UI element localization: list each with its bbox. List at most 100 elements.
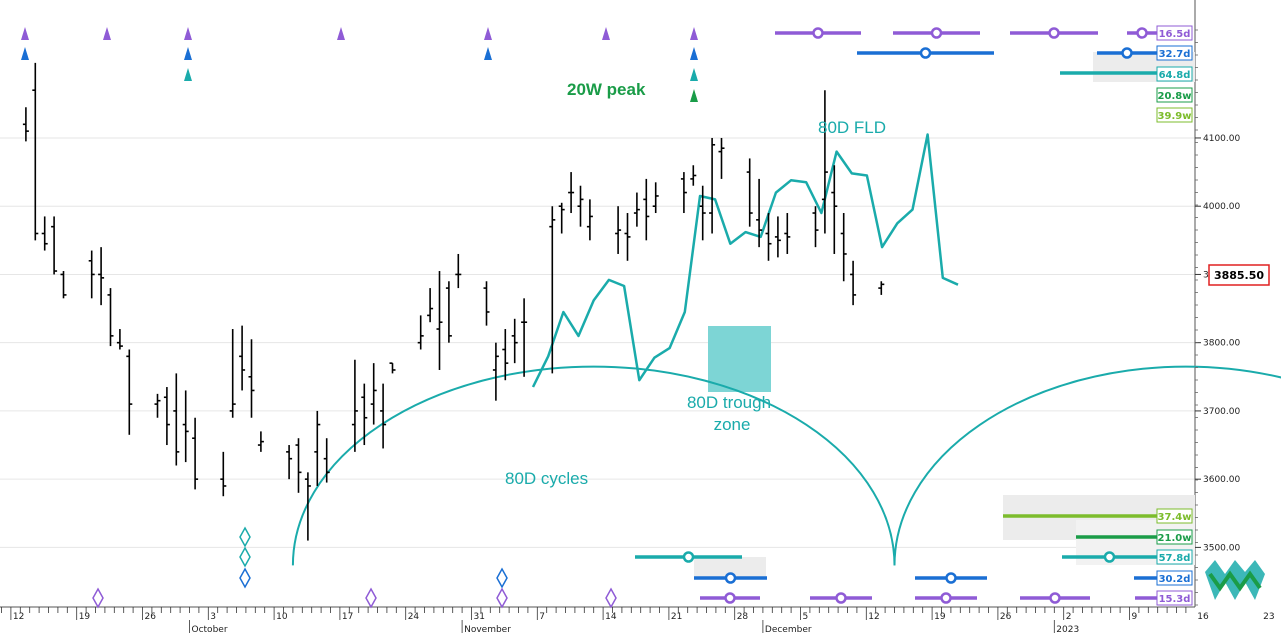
cycle-badge: 20.8w <box>1156 87 1193 103</box>
cycle-badge: 15.3d <box>1156 590 1193 606</box>
projection-center <box>945 572 957 584</box>
price-bar <box>756 178 763 248</box>
cycle-trough-diamond <box>496 587 508 609</box>
time-tick-label: 5 <box>803 612 809 622</box>
price-bar <box>41 216 48 251</box>
cycle-arc <box>893 365 1281 566</box>
trough-zone-box <box>708 326 771 392</box>
cycle-peak-arrow <box>184 68 192 81</box>
cycle-badge: 57.8d <box>1156 549 1193 565</box>
price-bar <box>314 410 321 486</box>
cycle-badge-box <box>1156 107 1193 123</box>
projection-center <box>930 27 943 39</box>
cycle-peak-arrow <box>690 47 698 60</box>
cycle-peak-arrow <box>21 27 29 40</box>
last-price-marker: 3885.50 <box>1208 264 1270 286</box>
time-tick-label: 10 <box>276 612 288 622</box>
time-tick-label: 21 <box>671 612 682 622</box>
price-bar <box>492 342 499 401</box>
price-tick-label: 3600.00 <box>1203 475 1240 485</box>
price-bar <box>690 165 697 186</box>
cycle-peak-arrow <box>690 27 698 40</box>
price-bar <box>417 315 424 350</box>
cycle-badge: 16.5d <box>1156 25 1193 41</box>
cycle-badge-label: 21.0w <box>1158 533 1192 544</box>
time-tick-label: 9 <box>1132 612 1138 622</box>
cycle-badge-box <box>1156 549 1193 565</box>
cycle-peak-arrow <box>484 47 492 60</box>
cycle-badge-label: 57.8d <box>1159 553 1191 564</box>
fld-line <box>531 133 959 388</box>
price-bar <box>351 359 358 452</box>
time-tick-label: 19 <box>79 612 91 622</box>
price-bar <box>511 318 518 364</box>
cycle-trough-diamond <box>239 546 251 568</box>
price-bar <box>323 438 330 483</box>
price-bar <box>455 253 462 289</box>
trough-time-zone <box>694 557 766 579</box>
price-bar <box>774 216 781 258</box>
cycle-peak-arrow <box>184 27 192 40</box>
price-bar <box>154 393 161 418</box>
price-bar <box>549 206 556 374</box>
price-bar <box>699 185 706 241</box>
price-bar <box>850 260 857 306</box>
projection-center <box>1136 27 1148 39</box>
price-bar <box>784 213 791 254</box>
price-bar <box>239 325 246 391</box>
projection-center <box>1103 551 1116 563</box>
time-tick-label: 16 <box>1197 612 1209 622</box>
projection-center <box>940 592 952 604</box>
price-bar <box>380 383 387 449</box>
cycle-trough-diamond <box>239 526 251 548</box>
price-bar <box>107 288 114 347</box>
cycle-badge: 64.8d <box>1156 66 1193 82</box>
price-bar <box>680 172 687 214</box>
time-tick-label: 17 <box>342 612 353 622</box>
price-bar <box>361 383 368 446</box>
price-bar <box>577 185 584 227</box>
price-bar <box>746 158 753 227</box>
cycle-badge-label: 30.2d <box>1159 574 1191 585</box>
cycle-badge-label: 37.4w <box>1158 512 1192 523</box>
price-bar <box>709 137 716 234</box>
time-tick-label: 24 <box>408 612 420 622</box>
projection-center <box>724 572 737 584</box>
cycle-peak-arrow <box>103 27 111 40</box>
projection-center <box>919 47 932 59</box>
price-bar <box>370 363 377 425</box>
time-tick-label: 23 <box>1263 612 1274 622</box>
price-bar <box>427 288 434 323</box>
price-bar <box>615 206 622 254</box>
cycles-label: 80D cycles <box>505 469 588 488</box>
cycle-peak-arrow <box>184 47 192 60</box>
trough-zone-label-1: 80D trough <box>687 393 771 412</box>
price-bar <box>304 472 311 541</box>
time-axis: 1219263101724317142128512192629162330613… <box>1 607 1275 635</box>
cycle-badge-label: 64.8d <box>1159 70 1191 81</box>
projection-center <box>835 592 847 604</box>
price-bars <box>22 62 885 541</box>
projection-center <box>1048 27 1060 39</box>
cycle-trough-diamond <box>239 567 251 589</box>
cycle-badge-box <box>1156 508 1193 524</box>
price-bar <box>765 213 772 261</box>
cycle-badge-box <box>1156 529 1193 545</box>
price-tick-label: 3700.00 <box>1203 407 1240 417</box>
projection-center <box>812 27 824 39</box>
price-bar <box>22 107 29 142</box>
gridlines <box>0 137 1195 548</box>
price-tick-label: 4000.00 <box>1203 202 1240 212</box>
price-bar <box>389 362 396 374</box>
projection-center <box>724 592 736 604</box>
cycle-peak-arrow <box>337 27 345 40</box>
cycle-trough-diamond <box>496 567 508 589</box>
time-tick-label: 14 <box>605 612 617 622</box>
trough-zone-label-2: zone <box>714 415 751 434</box>
price-bar <box>192 417 199 490</box>
cycle-badge-label: 20.8w <box>1158 91 1192 102</box>
last-price-value: 3885.50 <box>1214 269 1264 282</box>
price-bar <box>248 339 255 418</box>
cycle-badge-box <box>1156 570 1193 586</box>
